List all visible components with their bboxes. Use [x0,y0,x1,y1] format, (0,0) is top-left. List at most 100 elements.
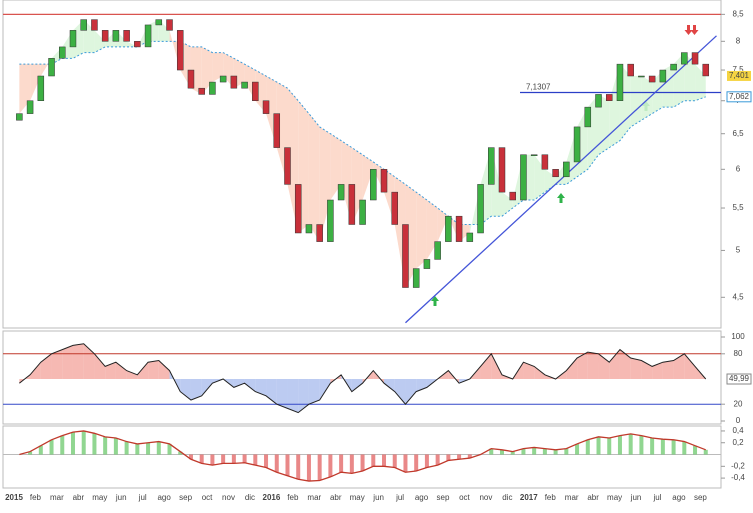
oscillator-fill [40,353,52,379]
y-tick-label: 100 [731,332,745,341]
x-tick-label: feb [545,493,557,502]
macd-bar [639,435,644,455]
candle [648,75,656,83]
price-ma-fill [308,113,320,242]
candle [123,30,130,42]
oscillator-fill [137,362,149,379]
price-ma-fill [94,30,106,53]
x-tick-label: mar [50,493,64,502]
oscillator-fill [51,349,63,379]
x-tick-label: oct [459,493,470,502]
macd-bar [360,454,365,472]
x-tick-label: sep [437,493,450,502]
x-tick-label: may [350,493,365,502]
macd-bar [124,441,129,455]
y-tick-label: 8,5 [732,9,744,18]
x-tick-label: feb [30,493,42,502]
candle [294,184,302,234]
candle [37,75,45,101]
oscillator-fill [673,353,685,379]
x-tick-label: jul [652,493,661,502]
x-tick-label: jul [395,493,404,502]
x-tick-label: mar [307,493,321,502]
price-ma-fill [362,154,374,201]
price-ma-fill [126,41,138,47]
candle [423,259,431,269]
candle [305,224,313,234]
oscillator-fill [158,360,170,379]
price-ma-fill [330,133,342,201]
candle [670,63,677,71]
oscillator-fill [287,379,299,413]
candle [262,100,270,114]
macd-bar [339,454,344,473]
macd-bar [231,454,236,464]
macd-bar [146,442,151,455]
oscillator-fill [266,379,277,405]
candle [498,147,506,193]
macd-bar [424,454,429,468]
x-tick-label: jun [630,493,642,502]
candle [241,81,248,89]
candle [198,87,205,95]
y-tick-label: 7,5 [732,65,744,74]
oscillator-fill [405,379,417,405]
x-tick-label: nov [479,493,492,502]
macd-panel [2,425,722,489]
oscillator-fill [115,362,127,379]
macd-bar [28,451,33,455]
last-close-box [727,70,751,81]
macd-bar [703,449,708,455]
candle [230,75,238,89]
y-tick-label: 5 [736,246,741,255]
oscillator-fill [384,379,395,392]
macd-bar [92,433,97,455]
macd-bar [575,443,580,455]
candle [273,113,281,148]
oscillator-fill [105,362,116,379]
y-tick-label: -0,2 [731,461,745,470]
oscillator-line [19,343,707,414]
price-ma-fill [684,52,696,101]
x-tick-label: dic [502,493,512,502]
last-ma-label: 7,062 [729,92,750,101]
x-tick-label: abr [587,493,599,502]
oscillator-last-box [726,373,752,385]
y-tick-label: 80 [734,349,743,358]
x-tick-label: nov [222,493,235,502]
macd-bar [60,435,65,455]
x-tick-label: feb [287,493,299,502]
oscillator-fill [534,366,545,379]
last-ma-box [726,91,752,103]
macd-bar [607,438,612,455]
oscillator-last-label: 49,99 [729,374,750,383]
candle [359,199,366,225]
oscillator-fill [351,379,363,392]
oscillator-fill [255,379,267,396]
oscillator-fill [523,362,535,379]
macd-bar [306,454,311,482]
oscillator-fill [416,379,427,392]
macd-bar [253,454,258,466]
macd-bar [392,454,397,468]
oscillator-fill [480,353,492,379]
macd-bar [457,454,462,460]
oscillator-fill [652,362,663,379]
candle [691,52,699,65]
macd-bar [564,448,569,455]
macd-bar [103,436,108,455]
macd-bar [135,443,140,455]
oscillator-fill [72,343,84,379]
x-tick-label: ago [157,493,171,502]
price-ma-fill [30,64,41,101]
candle [348,184,356,225]
macd-bar [349,454,354,474]
macd-bar [446,454,451,461]
candle [488,147,495,185]
oscillator-fill [619,349,631,379]
oscillator-fill [319,379,331,400]
macd-bar [510,451,515,455]
x-tick-label: mar [565,493,579,502]
candle [412,268,420,288]
candle [541,154,549,170]
